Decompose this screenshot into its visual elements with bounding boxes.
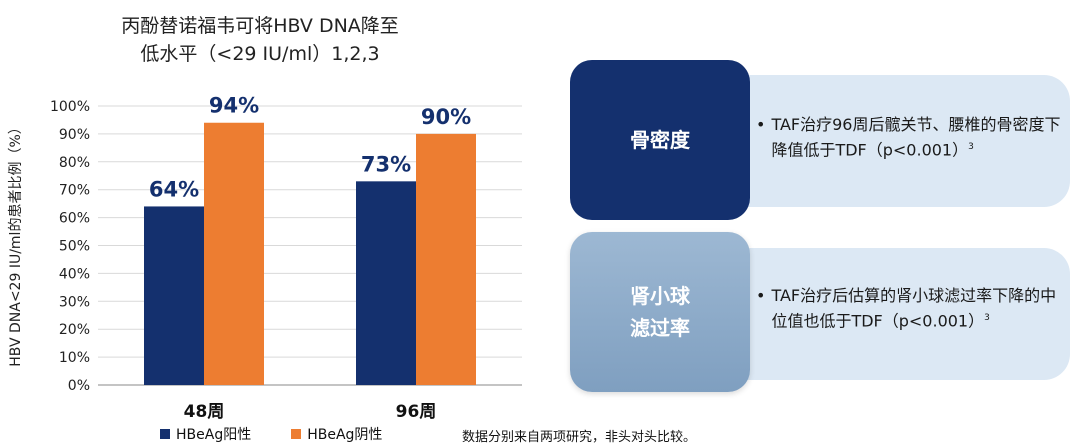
y-tick-label: 70% [59, 183, 90, 199]
y-tick-label: 60% [59, 211, 90, 227]
y-axis-label: HBV DNA<29 IU/ml的患者比例（%） [8, 120, 24, 366]
y-tick-label: 90% [59, 127, 90, 143]
legend-swatch-positive [160, 429, 170, 439]
y-tick-label: 0% [68, 378, 90, 394]
legend-label-negative: HBeAg阴性 [307, 427, 383, 443]
y-tick-label: 50% [59, 239, 90, 255]
legend-item-negative: HBeAg阴性 [291, 424, 382, 444]
bullet: • [756, 115, 766, 134]
y-tick-label: 20% [59, 322, 90, 338]
chart-title-line1: 丙酚替诺福韦可将HBV DNA降至 [121, 15, 399, 37]
bar-HBeAg阳性-48周 [144, 206, 204, 385]
chart-legend: HBeAg阳性 HBeAg阴性 [160, 424, 422, 444]
card-gfr-heading-line2: 滤过率 [630, 316, 690, 340]
y-tick-label: 10% [59, 350, 90, 366]
x-tick-label: 96周 [396, 402, 437, 422]
legend-swatch-negative [291, 429, 302, 439]
card-gfr-heading: 肾小球 滤过率 [570, 232, 750, 392]
card-gfr-body: TAF治疗后估算的肾小球滤过率下降的中位值也低于TDF（p<0.001） [771, 286, 1057, 331]
bar-chart: 0% 10% 20% 30% 40% 50% 60% 70% 80% 90% 100% HBV DNA… [8, 94, 522, 422]
chart-title-line2: 低水平（<29 IU/ml）1,2,3 [140, 43, 380, 65]
citation-ref: 3 [968, 142, 974, 152]
card-bone-density-body: TAF治疗96周后髋关节、腰椎的骨密度下降值低于TDF（p<0.001） [771, 115, 1061, 160]
footnote: 数据分别来自两项研究，非头对头比较。 [462, 430, 697, 445]
y-tick-label: 80% [59, 155, 90, 171]
bar-HBeAg阳性-96周 [356, 181, 416, 385]
card-bone-density-heading-text: 骨密度 [630, 128, 690, 152]
card-gfr-heading-line1: 肾小球 [630, 284, 690, 308]
bar-HBeAg阴性-96周 [416, 133, 476, 385]
legend-item-positive: HBeAg阳性 [160, 424, 251, 444]
legend-label-positive: HBeAg阳性 [176, 427, 252, 443]
data-label: 73% [361, 152, 411, 176]
x-tick-label: 48周 [184, 402, 225, 422]
y-tick-label: 40% [59, 266, 90, 282]
y-tick-label: 30% [59, 294, 90, 310]
card-gfr-text: • TAF治疗后估算的肾小球滤过率下降的中位值也低于TDF（p<0.001）3 [756, 285, 1064, 332]
bullet: • [756, 286, 766, 305]
data-label: 94% [209, 94, 259, 118]
citation-ref: 3 [984, 313, 990, 323]
card-bone-density-heading: 骨密度 [570, 60, 750, 220]
chart-title: 丙酚替诺福韦可将HBV DNA降至 低水平（<29 IU/ml）1,2,3 [100, 12, 420, 68]
y-tick-label: 100% [50, 99, 90, 115]
bar-HBeAg阴性-48周 [204, 122, 264, 386]
data-label: 90% [421, 105, 471, 129]
data-label: 64% [149, 177, 199, 201]
card-bone-density-text: • TAF治疗96周后髋关节、腰椎的骨密度下降值低于TDF（p<0.001）3 [756, 114, 1064, 161]
